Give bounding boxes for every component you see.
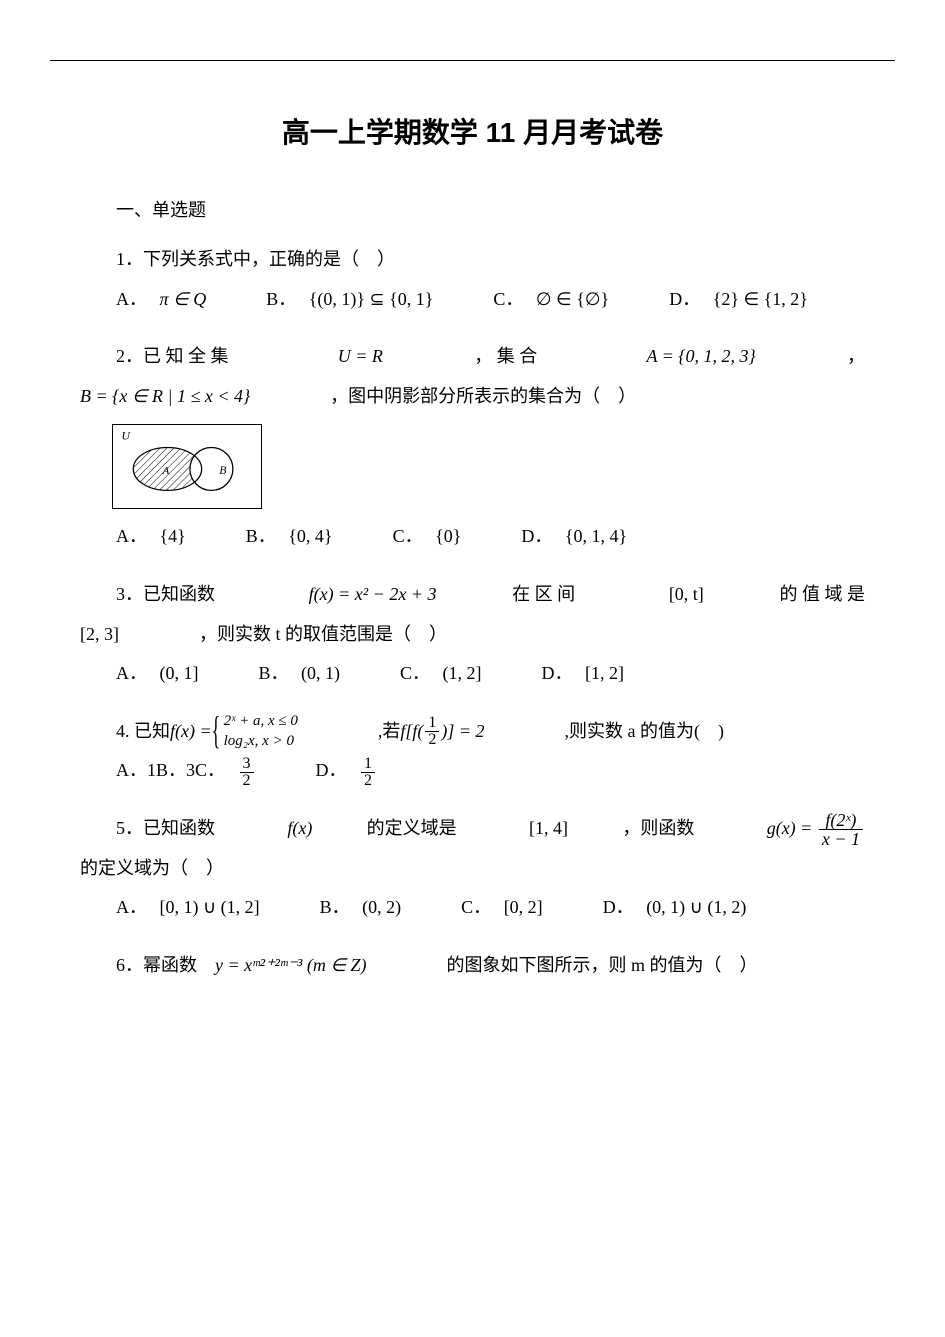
q3-options: A． (0, 1] B． (0, 1) C． (1, 2] D． [1, 2]: [116, 654, 865, 694]
q4-options: A．1 B．3 C． 3 2 D． 1 2: [116, 751, 865, 791]
q5-line2: 的定义域为（ ）: [80, 849, 865, 889]
q1-opt-a: A． π ∈ Q: [116, 280, 206, 320]
q3-line1: 3．已知函数 f(x) = x² − 2x + 3 在 区 间 [0, t] 的…: [80, 575, 865, 615]
q1-opt-b: B． {(0, 1)} ⊆ {0, 1}: [266, 280, 433, 320]
question-4: 4. 已知 f(x) = 2ˣ + a, x ≤ 0 log₂x, x > 0 …: [80, 712, 865, 791]
q5-opt-b: B． (0, 2): [320, 888, 402, 928]
q1-opt-c: C． ∅ ∈ {∅}: [493, 280, 609, 320]
svg-text:A: A: [162, 465, 170, 477]
svg-text:U: U: [122, 430, 132, 443]
q5-opt-a: A． [0, 1) ∪ (1, 2]: [116, 888, 260, 928]
top-rule: [50, 60, 895, 61]
q4-cases: 2ˣ + a, x ≤ 0 log₂x, x > 0: [212, 712, 298, 751]
question-6: 6．幂函数 y = xᵐ²⁺²ᵐ⁻³ (m ∈ Z) 的图象如下图所示，则 m …: [80, 946, 865, 986]
q5-line1: 5．已知函数 f(x) 的定义域是 [1, 4] ，则函数 g(x) = f(2…: [80, 809, 865, 849]
q2-opt-c: C． {0}: [393, 517, 462, 557]
q5-opt-c: C． [0, 2]: [461, 888, 543, 928]
page-title: 高一上学期数学 11 月月考试卷: [80, 111, 865, 151]
q2-opt-a: A． {4}: [116, 517, 186, 557]
q2-line1: 2．已 知 全 集 U = R ， 集 合 A = {0, 1, 2, 3} ，: [80, 337, 865, 377]
question-2: 2．已 知 全 集 U = R ， 集 合 A = {0, 1, 2, 3} ，…: [80, 337, 865, 557]
q2-opt-d: D． {0, 1, 4}: [521, 517, 627, 557]
q4-frac-half: 1 2: [425, 715, 439, 748]
question-1: 1．下列关系式中，正确的是（ ） A． π ∈ Q B． {(0, 1)} ⊆ …: [80, 240, 865, 319]
venn-diagram: U A B: [112, 424, 262, 509]
q4-line1: 4. 已知 f(x) = 2ˣ + a, x ≤ 0 log₂x, x > 0 …: [80, 712, 865, 752]
q6-line1: 6．幂函数 y = xᵐ²⁺²ᵐ⁻³ (m ∈ Z) 的图象如下图所示，则 m …: [80, 946, 865, 986]
q3-opt-a: A． (0, 1]: [116, 654, 199, 694]
q4-opt-b: B．3: [156, 751, 195, 791]
q4-opt-a: A．1: [116, 751, 156, 791]
q3-line2: [2, 3] ，则实数 t 的取值范围是（ ）: [80, 615, 865, 655]
q3-opt-d: D． [1, 2]: [542, 654, 625, 694]
q1-opt-d: D． {2} ∈ {1, 2}: [669, 280, 808, 320]
q2-options: A． {4} B． {0, 4} C． {0} D． {0, 1, 4}: [116, 517, 865, 557]
question-3: 3．已知函数 f(x) = x² − 2x + 3 在 区 间 [0, t] 的…: [80, 575, 865, 694]
q2-line2: B = {x ∈ R | 1 ≤ x < 4} ，图中阴影部分所表示的集合为（ …: [80, 377, 865, 417]
q4-opt-c: C． 3 2: [195, 751, 256, 791]
section-heading: 一、单选题: [80, 196, 865, 222]
q3-opt-b: B． (0, 1): [259, 654, 341, 694]
q1-stem: 1．下列关系式中，正确的是（ ）: [116, 240, 865, 280]
svg-text:B: B: [219, 464, 226, 477]
q1-options: A． π ∈ Q B． {(0, 1)} ⊆ {0, 1} C． ∅ ∈ {∅}…: [116, 280, 865, 320]
q5-opt-d: D． (0, 1) ∪ (1, 2): [603, 888, 747, 928]
q3-opt-c: C． (1, 2]: [400, 654, 482, 694]
q5-frac-gx: f(2ˣ) x − 1: [819, 811, 863, 848]
q2-opt-b: B． {0, 4}: [246, 517, 333, 557]
q5-options: A． [0, 1) ∪ (1, 2] B． (0, 2) C． [0, 2] D…: [116, 888, 865, 928]
question-5: 5．已知函数 f(x) 的定义域是 [1, 4] ，则函数 g(x) = f(2…: [80, 809, 865, 928]
q4-opt-d: D． 1 2: [316, 751, 378, 791]
